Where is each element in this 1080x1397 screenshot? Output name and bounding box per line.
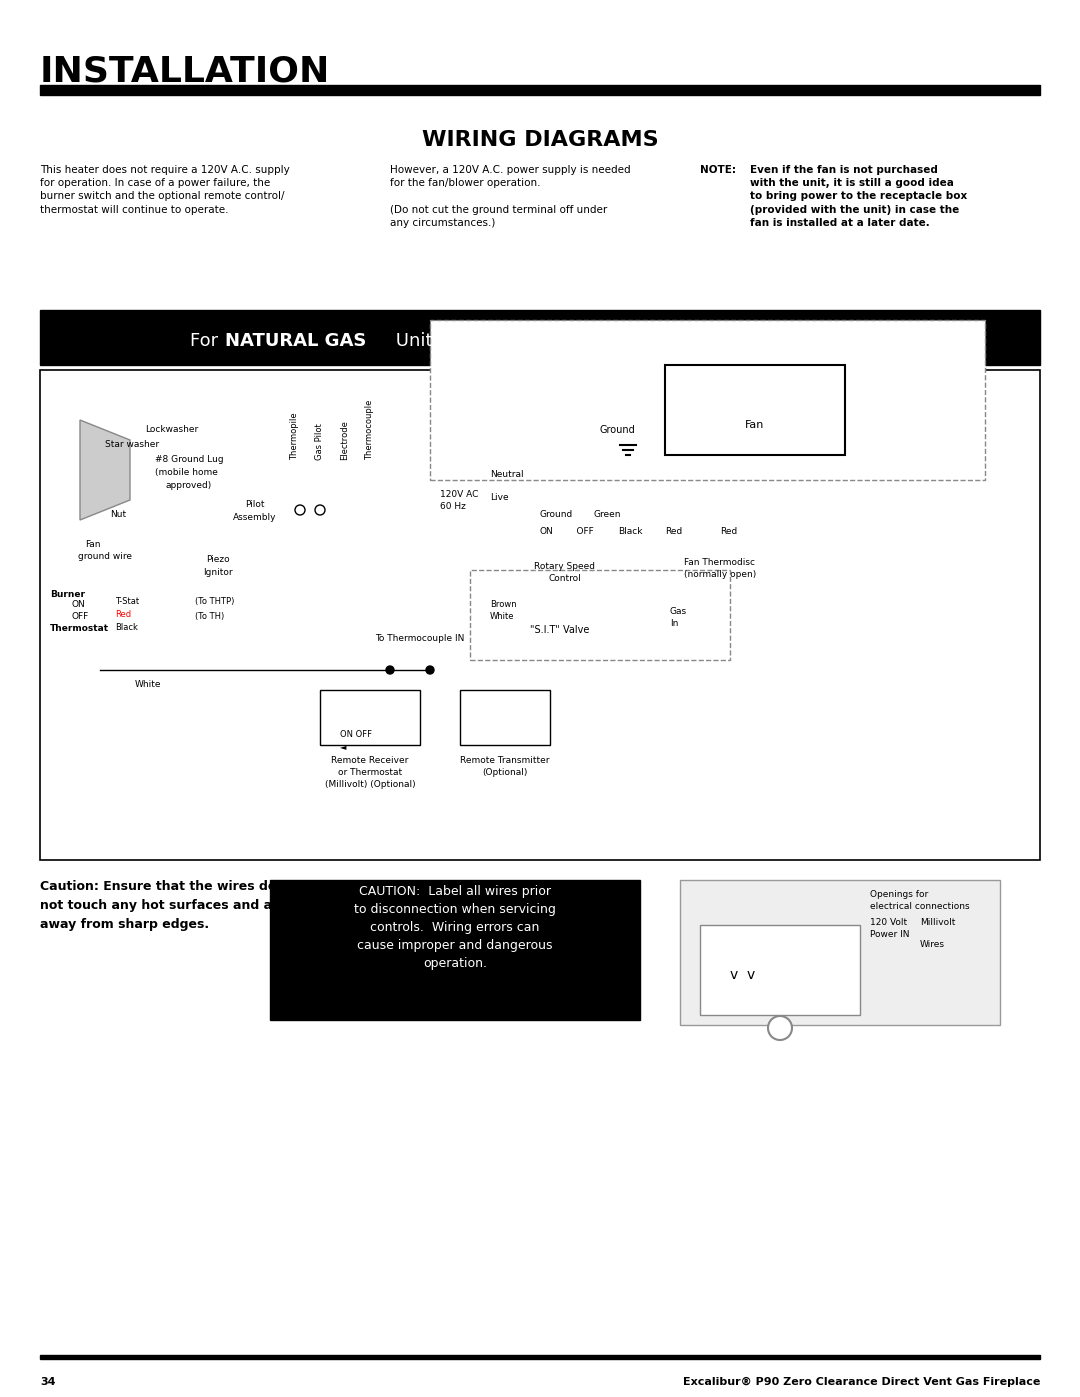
Text: CAUTION:  Label all wires prior
to disconnection when servicing
controls.  Wirin: CAUTION: Label all wires prior to discon… [354, 886, 556, 970]
Text: Red: Red [114, 610, 131, 619]
Text: Burner: Burner [50, 590, 85, 599]
Text: (Millivolt) (Optional): (Millivolt) (Optional) [325, 780, 416, 789]
Text: Control: Control [549, 574, 581, 583]
Text: 120 Volt: 120 Volt [870, 918, 907, 928]
Text: NATURAL GAS: NATURAL GAS [225, 332, 366, 351]
Text: Fan Thermodisc: Fan Thermodisc [685, 557, 756, 567]
Text: Ground: Ground [540, 510, 573, 520]
Text: (To TH): (To TH) [195, 612, 225, 622]
Text: (mobile home: (mobile home [156, 468, 218, 476]
Circle shape [295, 504, 305, 515]
Text: Ignitor: Ignitor [203, 569, 233, 577]
Text: #8 Ground Lug: #8 Ground Lug [156, 455, 224, 464]
Text: WIRING DIAGRAMS: WIRING DIAGRAMS [421, 130, 659, 149]
Bar [40, 85, 1040, 95]
Text: Ground: Ground [600, 425, 636, 434]
Text: Power IN: Power IN [870, 930, 909, 939]
Text: Equipped with DC Spark Boxes: Equipped with DC Spark Boxes [593, 332, 876, 351]
Text: Gas Pilot: Gas Pilot [315, 423, 324, 460]
Text: Piezo: Piezo [206, 555, 230, 564]
Text: White: White [135, 680, 162, 689]
Text: Star washer: Star washer [105, 440, 159, 448]
Text: This heater does not require a 120V A.C. supply
for operation. In case of a powe: This heater does not require a 120V A.C.… [40, 165, 289, 215]
Text: Red: Red [720, 527, 738, 536]
Text: Rotary Speed: Rotary Speed [535, 562, 595, 571]
Text: INSTALLATION: INSTALLATION [40, 54, 330, 89]
Circle shape [315, 504, 325, 515]
Text: Pilot: Pilot [245, 500, 265, 509]
Text: T-Stat: T-Stat [114, 597, 139, 606]
Text: (Optional): (Optional) [483, 768, 528, 777]
Text: ◄: ◄ [340, 742, 347, 752]
Circle shape [386, 666, 394, 673]
Text: approved): approved) [165, 481, 212, 490]
Text: Black: Black [114, 623, 138, 631]
Text: For: For [190, 332, 224, 351]
Text: Green: Green [593, 510, 621, 520]
Text: Neutral: Neutral [490, 469, 524, 479]
Bar [460, 690, 550, 745]
Text: White: White [490, 612, 514, 622]
Text: Remote Receiver: Remote Receiver [332, 756, 408, 766]
Text: ON OFF: ON OFF [340, 731, 372, 739]
Text: 60 Hz: 60 Hz [440, 502, 465, 511]
Text: Wires: Wires [920, 940, 945, 949]
Text: Red: Red [665, 527, 683, 536]
Text: Lockwasher: Lockwasher [145, 425, 199, 434]
Text: Thermopile: Thermopile [291, 412, 299, 460]
Text: Millivolt: Millivolt [920, 918, 956, 928]
Bar [40, 1355, 1040, 1359]
Bar [700, 925, 860, 1016]
Bar [40, 370, 1040, 861]
Text: Gas: Gas [670, 608, 687, 616]
Text: Units and Units: Units and Units [390, 332, 539, 351]
Text: NOTE:: NOTE: [700, 165, 735, 175]
Text: ground wire: ground wire [78, 552, 132, 562]
Text: Openings for: Openings for [870, 890, 928, 900]
Text: To Thermocouple IN: To Thermocouple IN [376, 634, 464, 643]
Text: Thermocouple: Thermocouple [365, 400, 375, 460]
Text: (To THTP): (To THTP) [195, 597, 234, 606]
Bar [40, 310, 1040, 365]
Text: OFF: OFF [565, 527, 594, 536]
Text: (normally open): (normally open) [684, 570, 756, 578]
Text: Fan: Fan [745, 420, 765, 430]
Bar [470, 570, 730, 659]
Polygon shape [80, 420, 130, 520]
Text: ON: ON [72, 599, 85, 609]
Text: Even if the fan is not purchased
with the unit, it is still a good idea
to bring: Even if the fan is not purchased with th… [750, 165, 968, 228]
Text: "S.I.T" Valve: "S.I.T" Valve [530, 624, 590, 636]
Text: 120V AC: 120V AC [440, 490, 478, 499]
Text: electrical connections: electrical connections [870, 902, 970, 911]
Bar [430, 320, 985, 481]
Bar [320, 690, 420, 745]
Text: Caution: Ensure that the wires do
not touch any hot surfaces and are
away from s: Caution: Ensure that the wires do not to… [40, 880, 287, 930]
Text: Live: Live [490, 493, 509, 502]
Text: 34: 34 [40, 1377, 55, 1387]
Text: However, a 120V A.C. power supply is needed
for the fan/blower operation.

(Do n: However, a 120V A.C. power supply is nee… [390, 165, 631, 228]
Text: Fan: Fan [85, 541, 100, 549]
Circle shape [768, 1016, 792, 1039]
Text: or Thermostat: or Thermostat [338, 768, 402, 777]
Text: Remote Transmitter: Remote Transmitter [460, 756, 550, 766]
Bar [680, 880, 1000, 1025]
Text: In: In [670, 619, 678, 629]
Text: ON: ON [540, 527, 554, 536]
Text: Nut: Nut [110, 510, 126, 520]
Circle shape [426, 666, 434, 673]
Text: Assembly: Assembly [233, 513, 276, 522]
Text: OFF: OFF [72, 612, 90, 622]
Bar [665, 365, 845, 455]
Text: Thermostat: Thermostat [50, 624, 109, 633]
Bar [270, 880, 640, 1020]
Text: Excalibur® P90 Zero Clearance Direct Vent Gas Fireplace: Excalibur® P90 Zero Clearance Direct Ven… [683, 1377, 1040, 1387]
Text: v  v: v v [730, 968, 755, 982]
Text: NOT: NOT [553, 332, 596, 351]
Text: Electrode: Electrode [340, 420, 350, 460]
Text: Black: Black [618, 527, 643, 536]
Text: Brown: Brown [490, 599, 516, 609]
